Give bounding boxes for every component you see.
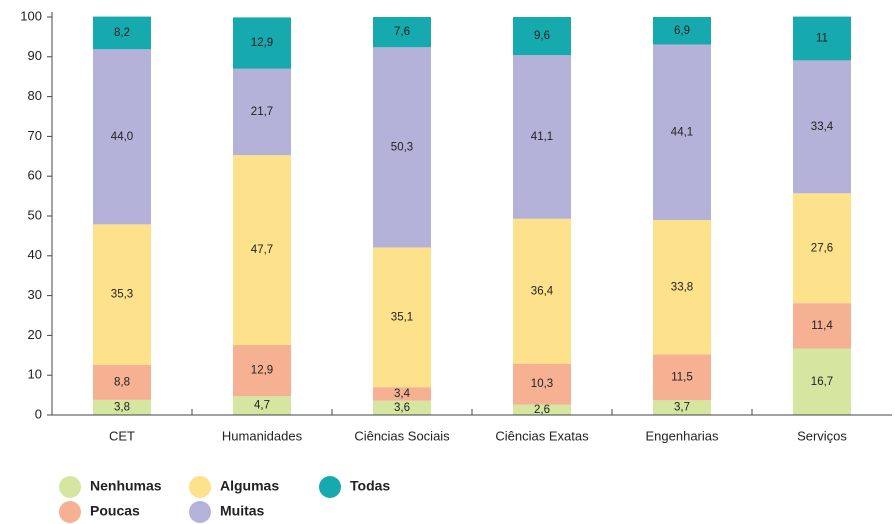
bar-segment — [233, 344, 291, 397]
bar-segment — [653, 17, 711, 45]
bar-segment — [93, 364, 151, 400]
data-label: 2,6 — [534, 404, 550, 416]
data-label: 47,7 — [251, 244, 273, 256]
bar-segment — [233, 17, 291, 69]
legend-label: Algumas — [220, 478, 279, 494]
data-label: 27,6 — [811, 242, 833, 254]
bar-segment — [513, 17, 571, 56]
x-tick-label: Ciências Exatas — [495, 428, 589, 443]
y-tick-label: 50 — [28, 207, 42, 222]
data-label: 8,8 — [114, 376, 130, 388]
data-label: 11,5 — [671, 371, 693, 383]
bar-segment — [653, 354, 711, 401]
bar-segment — [373, 400, 431, 415]
legend-swatch — [59, 501, 81, 523]
bar-segment — [653, 400, 711, 415]
y-tick-label: 30 — [28, 287, 42, 302]
data-label: 11 — [816, 33, 828, 45]
bar-segment — [793, 60, 851, 194]
bar-segment — [93, 224, 151, 365]
bar-segment — [793, 348, 851, 415]
x-tick-label: Ciências Sociais — [354, 428, 450, 443]
data-label: 35,1 — [391, 311, 413, 323]
data-label: 7,6 — [394, 26, 410, 38]
bar-segment — [373, 387, 431, 401]
bar-segment — [93, 49, 151, 225]
y-tick-label: 70 — [28, 128, 42, 143]
data-label: 50,3 — [391, 141, 413, 153]
data-label: 3,6 — [394, 402, 410, 414]
y-tick-label: 40 — [28, 247, 42, 262]
bar-segment — [793, 193, 851, 304]
y-tick-label: 60 — [28, 168, 42, 183]
data-label: 10,3 — [531, 378, 553, 390]
data-label: 21,7 — [251, 106, 273, 118]
bar-segment — [793, 16, 851, 61]
data-label: 36,4 — [531, 285, 554, 297]
bar-segment — [513, 218, 571, 364]
legend-swatch — [319, 476, 341, 498]
data-label: 3,8 — [114, 401, 130, 413]
bar-segment — [233, 155, 291, 345]
y-tick-label: 10 — [28, 367, 42, 382]
bar-segment — [233, 68, 291, 156]
x-tick-label: Humanidades — [222, 428, 303, 443]
data-label: 12,9 — [251, 365, 273, 377]
x-tick-label: Engenharias — [646, 428, 719, 443]
bar-segment — [653, 219, 711, 355]
y-tick-label: 0 — [35, 406, 42, 421]
y-tick-label: 90 — [28, 48, 42, 63]
x-tick-label: CET — [109, 428, 135, 443]
data-label: 3,7 — [674, 402, 690, 414]
data-label: 3,4 — [394, 388, 411, 400]
data-label: 44,1 — [671, 126, 693, 138]
bar-segment — [653, 44, 711, 220]
y-tick-label: 20 — [28, 327, 42, 342]
data-label: 33,4 — [811, 121, 834, 133]
bar-segment — [793, 303, 851, 349]
legend-swatch — [189, 476, 211, 498]
data-label: 9,6 — [534, 30, 550, 42]
bar-segment — [513, 55, 571, 219]
x-tick-label: Serviços — [797, 428, 847, 443]
legend-label: Muitas — [220, 503, 265, 519]
data-label: 44,0 — [111, 131, 133, 143]
bar-segment — [513, 404, 571, 415]
data-label: 8,2 — [114, 27, 130, 39]
data-label: 12,9 — [251, 37, 273, 49]
legend-label: Todas — [350, 478, 390, 494]
data-label: 11,4 — [811, 320, 833, 332]
bar-segment — [93, 399, 151, 415]
data-label: 4,7 — [254, 400, 270, 412]
y-tick-label: 80 — [28, 88, 42, 103]
legend-label: Nenhumas — [90, 478, 162, 494]
data-label: 35,3 — [111, 289, 133, 301]
bar-segment — [93, 16, 151, 50]
data-label: 16,7 — [811, 376, 833, 388]
bar-segment — [513, 363, 571, 405]
data-label: 41,1 — [531, 131, 553, 143]
legend-swatch — [189, 501, 211, 523]
y-tick-label: 100 — [20, 8, 42, 23]
data-label: 33,8 — [671, 281, 693, 293]
legend-swatch — [59, 476, 81, 498]
bar-segment — [373, 17, 431, 48]
data-label: 6,9 — [674, 25, 690, 37]
legend-label: Poucas — [90, 503, 140, 519]
bar-segment — [373, 47, 431, 248]
bar-segment — [373, 247, 431, 388]
bar-segment — [233, 396, 291, 415]
